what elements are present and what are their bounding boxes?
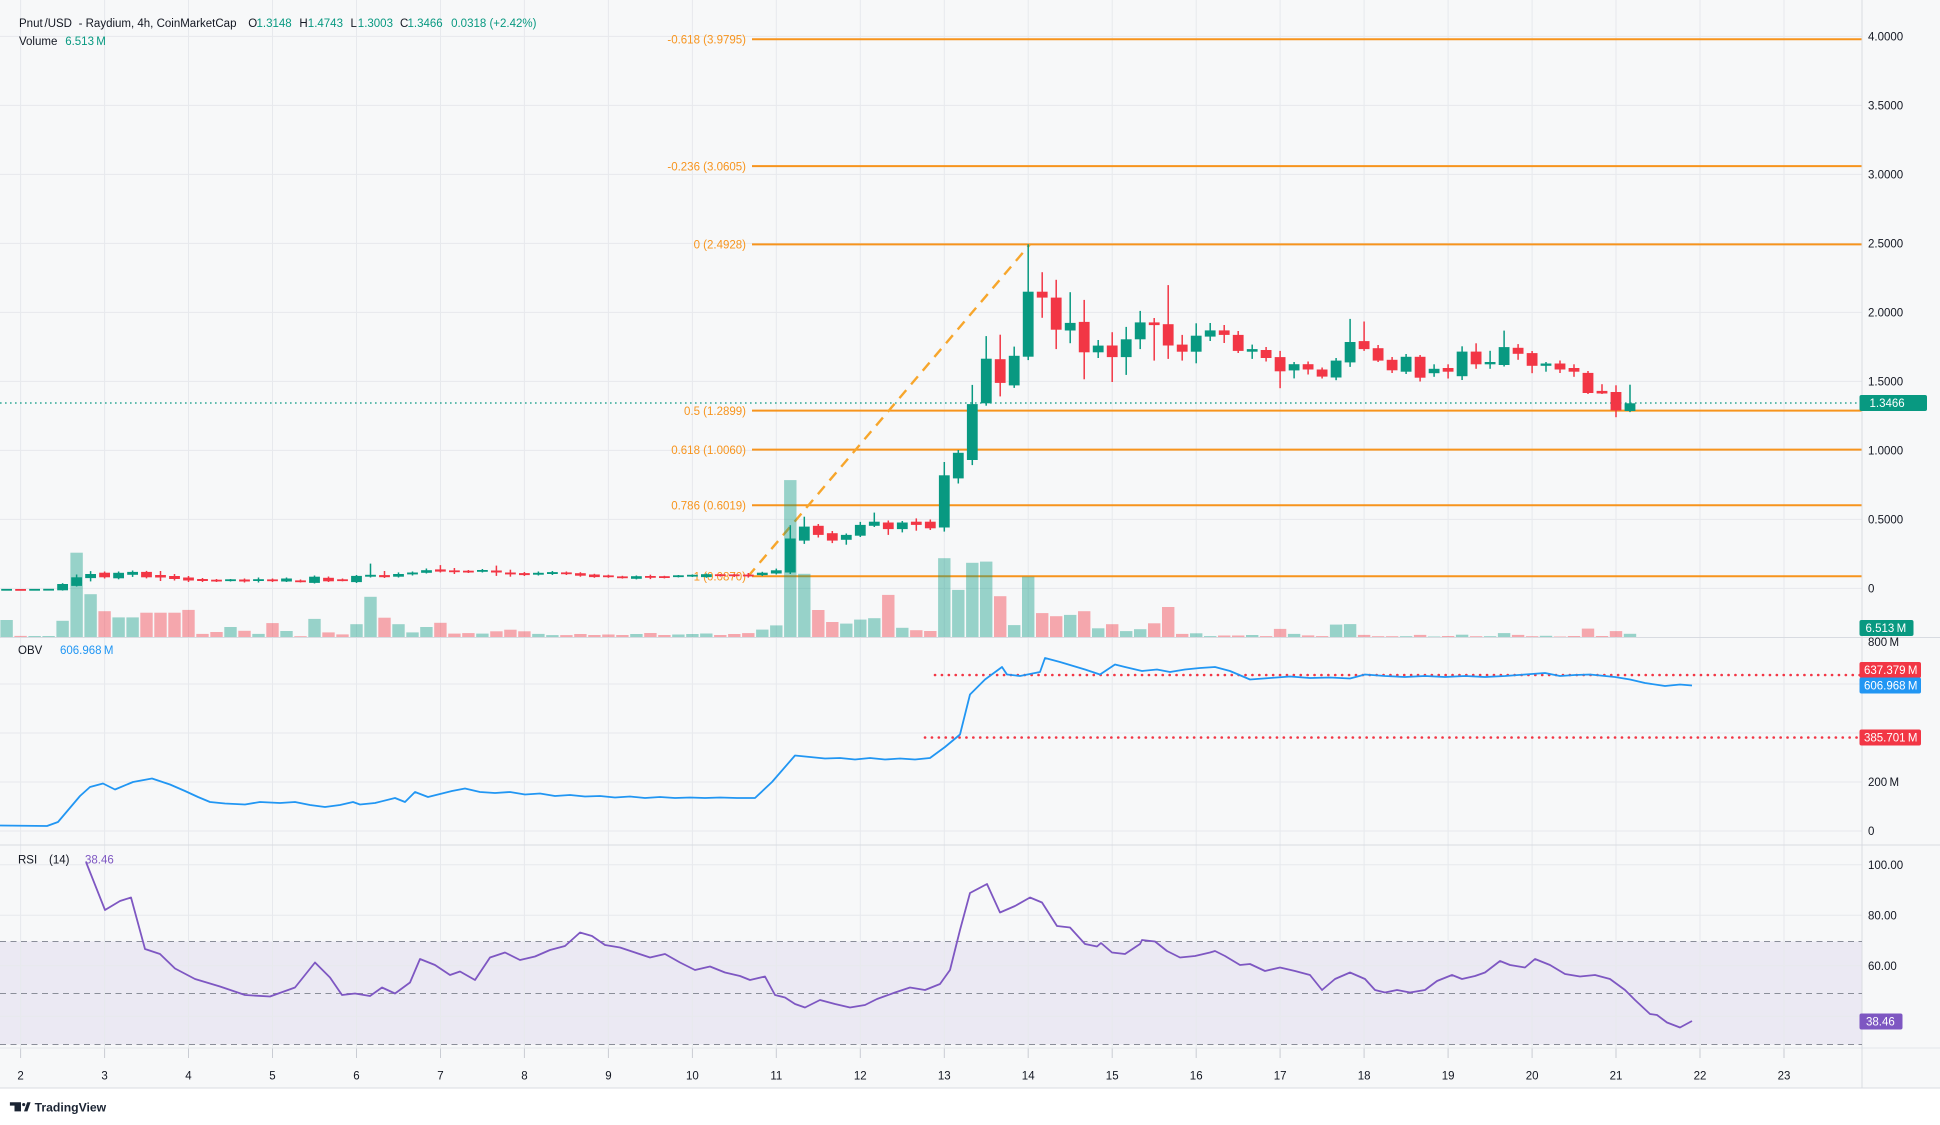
svg-text:11: 11 — [770, 1071, 782, 1083]
svg-text:10: 10 — [686, 1071, 699, 1083]
svg-text:-0.618 (3.9795): -0.618 (3.9795) — [667, 34, 746, 46]
svg-text:9: 9 — [605, 1071, 611, 1083]
svg-text:23: 23 — [1778, 1071, 1791, 1083]
svg-text:13: 13 — [938, 1071, 951, 1083]
svg-text:385.701 M: 385.701 M — [1864, 733, 1917, 745]
svg-text:18: 18 — [1358, 1071, 1371, 1083]
svg-text:0: 0 — [1868, 826, 1874, 838]
svg-text:0 (2.4928): 0 (2.4928) — [694, 240, 747, 252]
svg-text:TradingView: TradingView — [35, 1100, 107, 1114]
svg-text:606.968 M: 606.968 M — [1864, 681, 1917, 693]
svg-text:8: 8 — [521, 1071, 527, 1083]
svg-text:-0.236 (3.0605): -0.236 (3.0605) — [667, 161, 746, 173]
svg-text:200 M: 200 M — [1868, 777, 1899, 789]
svg-text:38.46: 38.46 — [1866, 1017, 1895, 1029]
svg-text:60.00: 60.00 — [1868, 961, 1897, 973]
svg-text:2.5000: 2.5000 — [1868, 239, 1903, 251]
svg-text:100.00: 100.00 — [1868, 860, 1903, 872]
svg-text:4: 4 — [185, 1071, 192, 1083]
svg-text:19: 19 — [1442, 1071, 1455, 1083]
svg-text:1.3466: 1.3466 — [1870, 398, 1905, 410]
svg-text:RSI(14)38.46: RSI (14) 38.46 — [18, 855, 114, 867]
svg-text:3.5000: 3.5000 — [1868, 101, 1903, 113]
svg-text:2.0000: 2.0000 — [1868, 308, 1903, 320]
svg-text:12: 12 — [854, 1071, 867, 1083]
svg-text:1 (0.0870): 1 (0.0870) — [694, 572, 747, 584]
svg-text:0.5 (1.2899): 0.5 (1.2899) — [684, 406, 746, 418]
svg-text:4.0000: 4.0000 — [1868, 32, 1903, 44]
svg-text:80.00: 80.00 — [1868, 910, 1897, 922]
svg-text:15: 15 — [1106, 1071, 1119, 1083]
svg-text:20: 20 — [1526, 1071, 1539, 1083]
svg-text:6: 6 — [353, 1071, 359, 1083]
svg-text:21: 21 — [1610, 1071, 1623, 1083]
svg-text:0.786 (0.6019): 0.786 (0.6019) — [671, 501, 746, 513]
svg-text:16: 16 — [1190, 1071, 1203, 1083]
svg-text:Pnut/USD- Raydium, 4h, CoinMar: Pnut/USD - Raydium, 4h, CoinMarketCap O1.3… — [19, 18, 537, 30]
svg-text:2: 2 — [17, 1071, 23, 1083]
svg-text:3.0000: 3.0000 — [1868, 170, 1903, 182]
svg-text:14: 14 — [1022, 1071, 1035, 1083]
svg-text:637.379 M: 637.379 M — [1864, 665, 1917, 677]
svg-text:6.513 M: 6.513 M — [1866, 623, 1907, 635]
svg-text:22: 22 — [1694, 1071, 1707, 1083]
svg-text:3: 3 — [101, 1071, 107, 1083]
svg-text:1.0000: 1.0000 — [1868, 446, 1903, 458]
svg-text:5: 5 — [269, 1071, 275, 1083]
svg-text:17: 17 — [1274, 1071, 1287, 1083]
svg-text:1.5000: 1.5000 — [1868, 377, 1903, 389]
svg-text:800 M: 800 M — [1868, 637, 1899, 649]
svg-text:0.618 (1.0060): 0.618 (1.0060) — [671, 445, 746, 457]
svg-text:0: 0 — [1868, 584, 1874, 596]
svg-text:7: 7 — [437, 1071, 443, 1083]
svg-text:0.5000: 0.5000 — [1868, 515, 1903, 527]
